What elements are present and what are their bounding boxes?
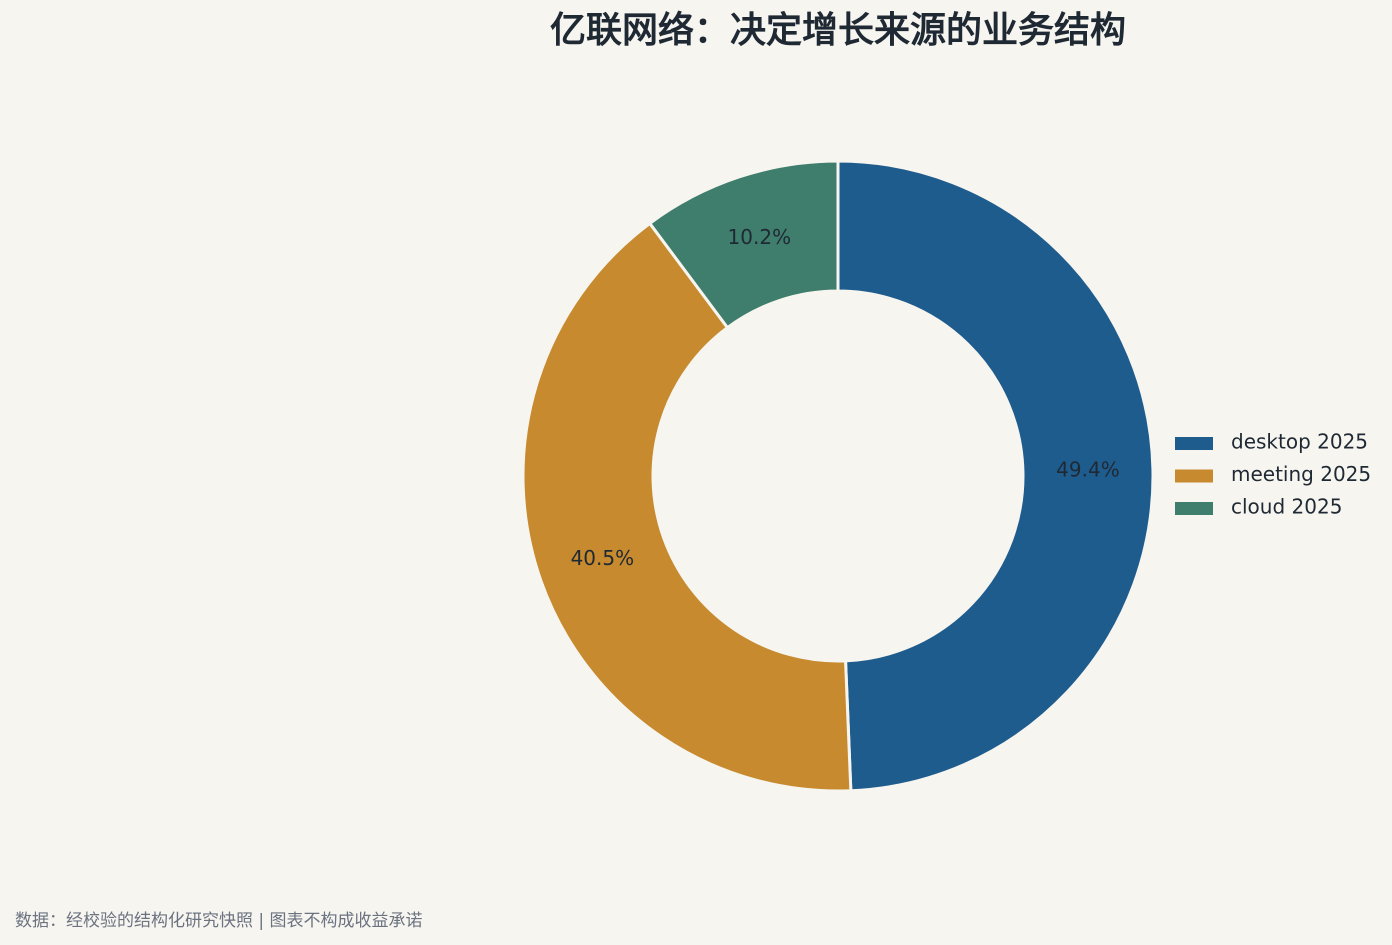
legend-swatch xyxy=(1175,469,1213,483)
chart-title: 亿联网络：决定增长来源的业务结构 xyxy=(550,9,1126,51)
legend-label: cloud 2025 xyxy=(1231,495,1342,519)
legend-swatch xyxy=(1175,437,1213,450)
data-label: 49.4% xyxy=(1056,457,1120,481)
data-label: 10.2% xyxy=(728,225,792,249)
donut-slice xyxy=(521,221,853,793)
donut-slice xyxy=(647,159,840,330)
footer: 数据：经校验的结构化研究快照 | 图表不构成收益承诺 xyxy=(15,911,423,931)
legend-label: desktop 2025 xyxy=(1231,430,1368,454)
donut-slice xyxy=(836,159,1155,793)
legend-swatch xyxy=(1175,502,1213,515)
data-label: 40.5% xyxy=(571,546,635,570)
legend-label: meeting 2025 xyxy=(1231,462,1371,486)
